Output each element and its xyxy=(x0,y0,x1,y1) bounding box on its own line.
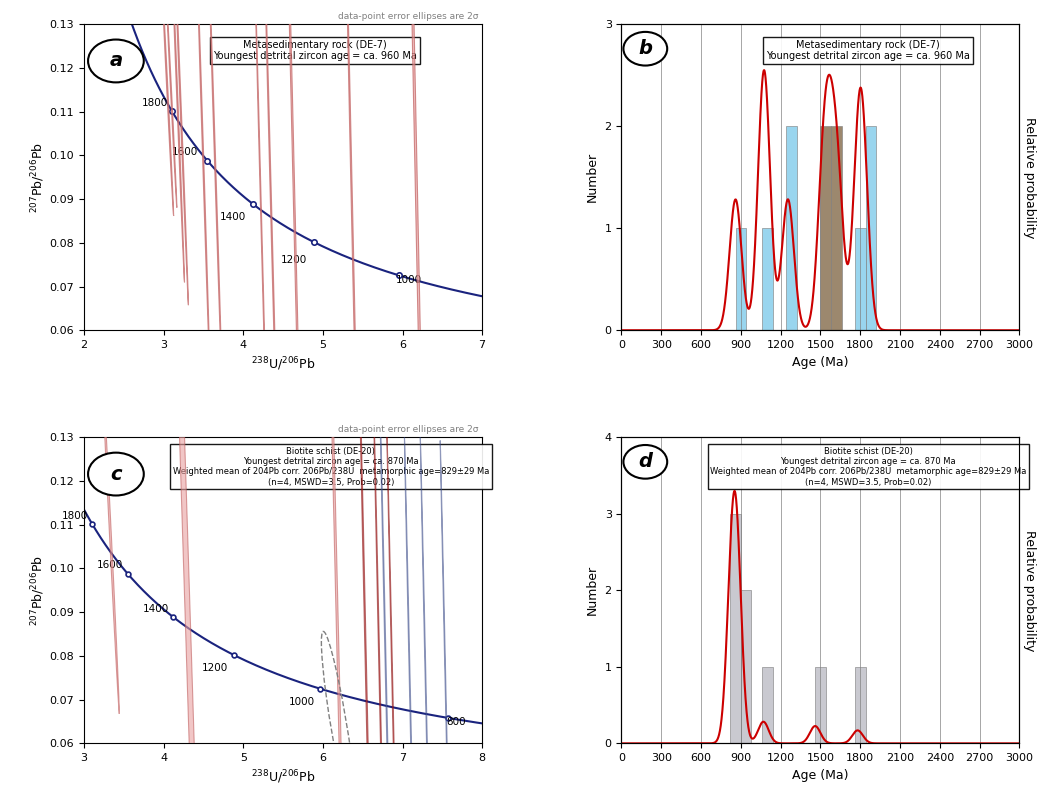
Point xyxy=(226,649,243,662)
Point xyxy=(199,154,215,167)
Text: 800: 800 xyxy=(446,718,466,727)
Point xyxy=(245,198,262,211)
Point xyxy=(84,518,101,531)
Point xyxy=(120,567,137,580)
Circle shape xyxy=(88,452,144,495)
Ellipse shape xyxy=(387,431,399,808)
Text: c: c xyxy=(110,465,122,483)
Text: Biotite schist (DE-20)
Youngest detrital zircon age = ca. 870 Ma
Weighted mean o: Biotite schist (DE-20) Youngest detrital… xyxy=(172,447,489,486)
Bar xyxy=(786,126,797,330)
Ellipse shape xyxy=(345,0,362,656)
Circle shape xyxy=(623,445,667,478)
Ellipse shape xyxy=(171,0,185,283)
Ellipse shape xyxy=(166,0,177,208)
Bar xyxy=(854,667,866,743)
Ellipse shape xyxy=(420,437,433,808)
Text: 1200: 1200 xyxy=(202,663,228,673)
Ellipse shape xyxy=(284,0,306,724)
Point xyxy=(439,711,456,724)
Y-axis label: Relative probability: Relative probability xyxy=(1023,530,1036,651)
Y-axis label: $^{207}$Pb/$^{206}$Pb: $^{207}$Pb/$^{206}$Pb xyxy=(29,555,47,625)
Ellipse shape xyxy=(162,0,173,217)
Bar xyxy=(831,126,842,330)
Ellipse shape xyxy=(149,0,226,808)
Text: 1400: 1400 xyxy=(220,213,246,222)
Y-axis label: $^{207}$Pb/$^{206}$Pb: $^{207}$Pb/$^{206}$Pb xyxy=(29,142,47,213)
Ellipse shape xyxy=(325,98,353,808)
Ellipse shape xyxy=(174,0,188,305)
Point xyxy=(311,682,328,695)
Text: 1600: 1600 xyxy=(172,147,199,157)
Text: data-point error ellipses are 2σ: data-point error ellipses are 2σ xyxy=(337,425,478,434)
Point xyxy=(165,611,182,624)
Text: 1000: 1000 xyxy=(289,696,315,707)
Ellipse shape xyxy=(379,372,394,808)
Point xyxy=(164,105,181,118)
Bar xyxy=(730,514,741,743)
Y-axis label: Number: Number xyxy=(586,566,599,616)
Point xyxy=(391,269,408,282)
Bar xyxy=(736,228,746,330)
Ellipse shape xyxy=(440,440,452,808)
Bar xyxy=(866,126,877,330)
Text: 1200: 1200 xyxy=(281,255,307,264)
Y-axis label: Relative probability: Relative probability xyxy=(1023,116,1036,238)
Circle shape xyxy=(88,40,144,82)
Text: 1600: 1600 xyxy=(97,560,123,570)
X-axis label: Age (Ma): Age (Ma) xyxy=(792,768,849,781)
Ellipse shape xyxy=(401,0,435,808)
Ellipse shape xyxy=(101,353,120,713)
Ellipse shape xyxy=(357,282,376,808)
X-axis label: $^{238}$U/$^{206}$Pb: $^{238}$U/$^{206}$Pb xyxy=(251,768,315,786)
Ellipse shape xyxy=(373,371,388,808)
Y-axis label: Number: Number xyxy=(586,152,599,202)
Text: d: d xyxy=(638,452,653,471)
Bar xyxy=(762,667,772,743)
Bar xyxy=(762,228,772,330)
Bar xyxy=(741,591,751,743)
Ellipse shape xyxy=(197,0,210,388)
Text: 1400: 1400 xyxy=(143,604,169,613)
Ellipse shape xyxy=(405,434,416,808)
Bar xyxy=(821,126,831,330)
Text: data-point error ellipses are 2σ: data-point error ellipses are 2σ xyxy=(337,12,478,21)
Text: 1800: 1800 xyxy=(62,511,88,520)
X-axis label: $^{238}$U/$^{206}$Pb: $^{238}$U/$^{206}$Pb xyxy=(251,356,315,373)
Text: b: b xyxy=(638,40,653,58)
X-axis label: Age (Ma): Age (Ma) xyxy=(792,356,849,368)
Circle shape xyxy=(623,32,667,65)
Text: Metasedimentary rock (DE-7)
Youngest detrital zircon age = ca. 960 Ma: Metasedimentary rock (DE-7) Youngest det… xyxy=(213,40,417,61)
Ellipse shape xyxy=(254,0,267,454)
Bar xyxy=(816,667,826,743)
Text: Metasedimentary rock (DE-7)
Youngest detrital zircon age = ca. 960 Ma: Metasedimentary rock (DE-7) Youngest det… xyxy=(766,40,970,61)
Text: 1800: 1800 xyxy=(142,98,167,107)
Ellipse shape xyxy=(264,0,279,511)
Text: 1000: 1000 xyxy=(396,275,421,285)
Text: Biotite schist (DE-20)
Youngest detrital zircon age = ca. 870 Ma
Weighted mean o: Biotite schist (DE-20) Youngest detrital… xyxy=(710,447,1027,486)
Bar xyxy=(854,228,866,330)
Ellipse shape xyxy=(208,0,223,392)
Text: a: a xyxy=(109,52,123,70)
Point xyxy=(306,236,323,249)
